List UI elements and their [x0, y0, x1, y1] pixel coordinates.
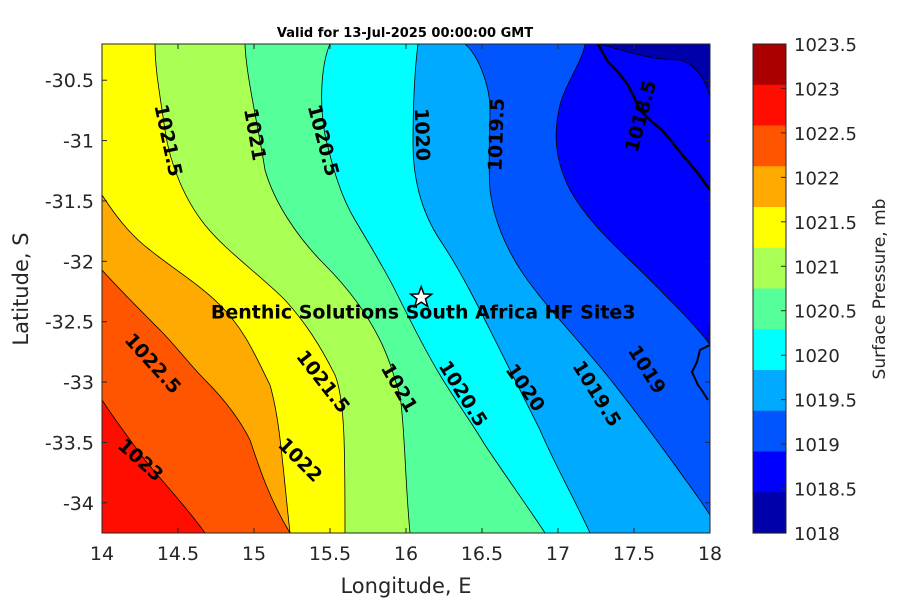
colorbar-ticks: 1023.5 1023 1022.5 1022 1021.5 1021 1020.5 1020… [781, 35, 857, 545]
colorbar-tick-label: 1023.5 [794, 35, 857, 56]
colorbar-segment [753, 207, 786, 249]
x-tick-label: 16.5 [461, 543, 503, 565]
y-tick-label: -31.5 [45, 191, 94, 213]
x-tick-label: 16 [394, 543, 418, 565]
colorbar-segment [753, 166, 786, 208]
contour-label: 1020 [410, 108, 434, 162]
colorbar-tick-label: 1022 [794, 168, 840, 189]
colorbar-tick-label: 1021 [794, 257, 840, 278]
colorbar-segment [753, 410, 786, 453]
colorbar-tick-label: 1020 [794, 346, 840, 367]
colorbar-segment [753, 451, 786, 493]
colorbar-segment [753, 288, 786, 330]
colorbar-frame [752, 43, 787, 534]
site-label: Benthic Solutions South Africa HF Site3 [211, 302, 636, 324]
y-axis-ticks: -30.5 -31 -31.5 -32 -32.5 -33 -33.5 -34 [45, 70, 710, 515]
x-tick-label: 14.5 [157, 543, 199, 565]
x-tick-label: 17 [546, 543, 570, 565]
colorbar [753, 44, 786, 534]
colorbar-segment [753, 492, 786, 534]
colorbar-segment [753, 44, 786, 86]
x-axis-label: Longitude, E [340, 574, 471, 598]
colorbar-segment [753, 84, 786, 127]
y-tick-label: -33 [63, 372, 94, 394]
x-tick-label: 17.5 [613, 543, 655, 565]
y-tick-label: -32 [63, 251, 94, 273]
colorbar-tick-label: 1018.5 [794, 480, 857, 501]
x-tick-label: 15.5 [309, 543, 351, 565]
y-axis-label: Latitude, S [9, 232, 33, 345]
y-tick-label: -33.5 [45, 432, 94, 454]
x-axis-ticks: 14 14.5 15 15.5 16 16.5 17 17.5 18 [90, 44, 722, 565]
colorbar-tick-label: 1019.5 [794, 391, 857, 412]
x-tick-label: 14 [90, 543, 114, 565]
y-tick-label: -34 [63, 493, 94, 515]
colorbar-segment [753, 247, 786, 290]
contour-map-area [102, 44, 710, 533]
contour-lines [102, 44, 710, 533]
colorbar-tick-label: 1023 [794, 79, 840, 100]
coastline-lower [690, 344, 710, 401]
coastline [596, 44, 710, 191]
colorbar-tick-label: 1018 [794, 524, 840, 545]
y-tick-label: -31 [63, 131, 94, 153]
site-star-icon [408, 284, 434, 309]
colorbar-tick-label: 1019 [794, 435, 840, 456]
band-1023 [102, 400, 205, 533]
colorbar-tick-label: 1022.5 [794, 124, 857, 145]
y-tick-label: -30.5 [45, 70, 94, 92]
colorbar-tick-label: 1020.5 [794, 302, 857, 323]
y-tick-label: -32.5 [45, 312, 94, 334]
colorbar-segment [753, 125, 786, 167]
x-tick-label: 18 [698, 543, 722, 565]
site-marker: Benthic Solutions South Africa HF Site3 [211, 284, 636, 324]
colorbar-segment [753, 329, 786, 371]
chart-title: Valid for 13-Jul-2025 00:00:00 GMT [277, 26, 533, 41]
colorbar-segment [753, 370, 786, 412]
colorbar-tick-label: 1021.5 [794, 213, 857, 234]
colorbar-label: Surface Pressure, mb [870, 199, 890, 380]
x-tick-label: 15 [242, 543, 266, 565]
contour-label: 1019.5 [484, 98, 509, 172]
